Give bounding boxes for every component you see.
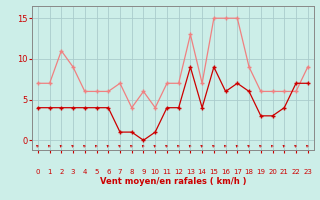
X-axis label: Vent moyen/en rafales ( km/h ): Vent moyen/en rafales ( km/h ) [100, 177, 246, 186]
